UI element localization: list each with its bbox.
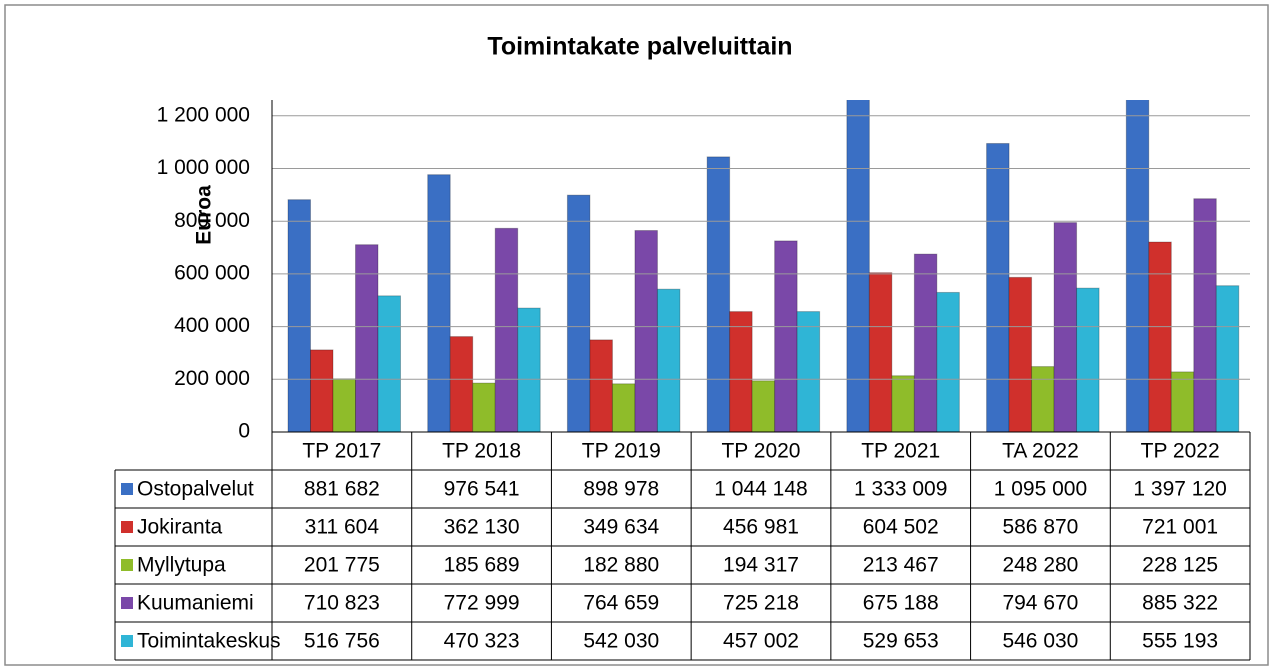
bar (1170, 371, 1195, 433)
table-value: 516 756 (304, 630, 380, 653)
table-value: 586 870 (1002, 516, 1078, 539)
x-tick-label: TP 2018 (442, 440, 521, 463)
table-value: 457 002 (723, 630, 799, 653)
legend-marker (121, 635, 133, 647)
table-value: 772 999 (444, 592, 520, 615)
table-value: 311 604 (305, 516, 380, 539)
legend-label: Jokiranta (137, 516, 223, 539)
legend-marker (121, 521, 133, 533)
table-value: 1 397 120 (1133, 478, 1226, 501)
bar (377, 295, 401, 433)
bar (774, 240, 798, 433)
table-value: 1 095 000 (994, 478, 1087, 501)
bar (1008, 276, 1033, 433)
table-value: 976 541 (444, 478, 520, 501)
table-value: 675 188 (863, 592, 939, 615)
bar (1076, 287, 1100, 433)
bar (310, 349, 334, 433)
bar (634, 230, 658, 433)
legend-label: Kuumaniemi (137, 592, 254, 615)
table-value: 349 634 (583, 516, 659, 539)
table-value: 898 978 (583, 478, 659, 501)
legend-label: Ostopalvelut (137, 478, 254, 501)
bar (729, 311, 753, 433)
bar (936, 291, 960, 433)
table-value: 185 689 (444, 554, 520, 577)
table-value: 201 775 (304, 554, 380, 577)
y-tick-label: 1 000 000 (157, 156, 250, 179)
table-value: 1 044 148 (714, 478, 807, 501)
table-value: 470 323 (444, 630, 520, 653)
bar (427, 174, 451, 433)
x-tick-label: TP 2017 (302, 440, 381, 463)
table-value: 546 030 (1002, 630, 1078, 653)
bar (1125, 100, 1150, 433)
y-tick-label: 1 200 000 (157, 103, 250, 126)
bar (1193, 198, 1217, 433)
table-value: 456 981 (723, 516, 799, 539)
y-tick-label: 0 (238, 420, 250, 443)
y-tick-label: 600 000 (174, 261, 250, 284)
table-value: 555 193 (1142, 630, 1218, 653)
bar (589, 339, 613, 433)
table-value: 764 659 (583, 592, 659, 615)
table-value: 794 670 (1002, 592, 1078, 615)
bar (472, 382, 496, 433)
table-value: 213 467 (863, 554, 939, 577)
table-value: 228 125 (1142, 554, 1218, 577)
y-axis-label: Euroa (193, 185, 216, 245)
bar (913, 253, 938, 433)
bar (449, 336, 474, 433)
bar (751, 380, 776, 433)
bar (706, 156, 731, 433)
legend-label: Myllytupa (137, 554, 226, 577)
bar (656, 288, 681, 433)
bar (986, 142, 1010, 433)
bar (287, 199, 311, 433)
bar (796, 311, 821, 433)
table-value: 542 030 (583, 630, 659, 653)
table-value: 194 317 (723, 554, 799, 577)
bar (332, 378, 356, 433)
y-tick-label: 400 000 (174, 314, 250, 337)
y-tick-label: 200 000 (174, 367, 250, 390)
bar (1215, 285, 1240, 433)
bar (1031, 366, 1055, 433)
legend-label: Toimintakeskus (137, 630, 281, 653)
bar (494, 227, 519, 433)
chart-title: Toimintakate palveluittain (487, 33, 792, 61)
table-value: 725 218 (723, 592, 799, 615)
x-tick-label: TP 2019 (582, 440, 661, 463)
y-tick-label: 800 000 (174, 209, 250, 232)
table-value: 1 333 009 (854, 478, 947, 501)
table-value: 604 502 (863, 516, 939, 539)
bar (891, 375, 915, 433)
table-value: 710 823 (304, 592, 380, 615)
legend-marker (121, 483, 133, 495)
bar (355, 244, 379, 433)
table-value: 362 130 (444, 516, 520, 539)
bar (868, 272, 893, 433)
x-tick-label: TA 2022 (1002, 440, 1079, 463)
bar (566, 194, 591, 433)
x-tick-label: TP 2022 (1141, 440, 1220, 463)
bar (1148, 241, 1172, 433)
x-tick-label: TP 2021 (861, 440, 940, 463)
x-tick-label: TP 2020 (721, 440, 800, 463)
table-value: 248 280 (1002, 554, 1078, 577)
table-value: 885 322 (1142, 592, 1218, 615)
table-value: 721 001 (1142, 516, 1218, 539)
bars (287, 100, 1240, 433)
table-value: 529 653 (863, 630, 939, 653)
legend-marker (121, 597, 133, 609)
table-value: 881 682 (304, 478, 380, 501)
legend-marker (121, 559, 133, 571)
bar (611, 383, 636, 433)
bar (1053, 222, 1078, 433)
table-value: 182 880 (583, 554, 659, 577)
